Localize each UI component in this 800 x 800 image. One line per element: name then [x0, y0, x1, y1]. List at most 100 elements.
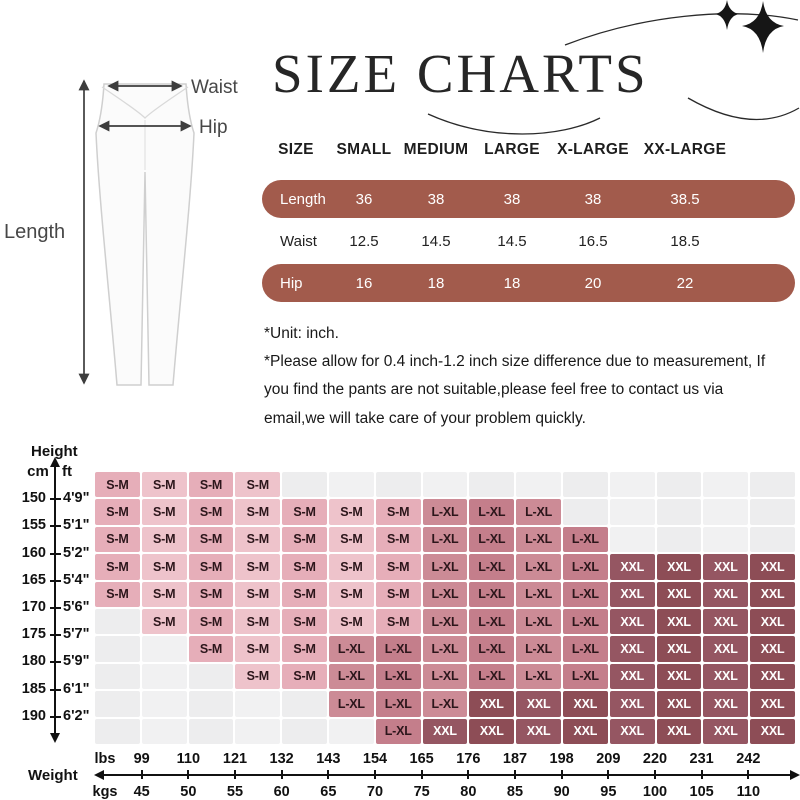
size-cell: XXL	[703, 554, 749, 580]
empty-cell	[375, 472, 421, 498]
weight-axis-arrow-left-icon	[94, 769, 104, 780]
height-cm-tick-label: 185	[21, 680, 46, 697]
weight-kgs-tick-label: 50	[180, 784, 197, 800]
size-cell: S-M	[141, 608, 187, 635]
height-ft-tick-label: 5'6"	[63, 599, 90, 615]
size-cell: XXL	[656, 663, 702, 690]
row-value: 16	[355, 274, 373, 292]
height-weight-chart: Height cm ft S-M S-M S-M S-M S-M S-M S-M S-M S-M…	[0, 430, 800, 800]
weight-axis-tick	[560, 770, 563, 779]
size-cell: S-M	[282, 608, 327, 635]
weight-lbs-tick-label: 99	[133, 751, 150, 767]
size-cell: L-XL	[562, 636, 608, 662]
size-cell: S-M	[188, 636, 234, 662]
height-axis-tick	[50, 525, 61, 528]
size-cell: XXL	[422, 718, 468, 744]
empty-cell	[235, 718, 281, 744]
size-cell: XXL	[656, 691, 702, 717]
size-cell: L-XL	[516, 526, 561, 553]
height-axis-tick	[50, 715, 61, 718]
empty-cell	[141, 636, 187, 662]
weight-kgs-tick-label: 75	[413, 784, 430, 800]
size-cell: XXL	[609, 691, 655, 717]
size-cell: S-M	[141, 581, 187, 607]
row-value: 14.5	[497, 232, 527, 250]
weight-kgs-tick-label: 85	[506, 784, 524, 800]
weight-axis-line	[103, 774, 793, 776]
weight-lbs-tick-label: 176	[456, 751, 481, 767]
height-axis-tick	[50, 634, 61, 637]
empty-cell	[656, 526, 702, 553]
empty-cell	[703, 499, 749, 525]
row-value: 18	[503, 274, 521, 292]
height-ft-tick-label: 5'9"	[63, 653, 90, 670]
height-ft-tick-label: 5'4"	[63, 571, 90, 588]
notes: *Unit: inch. *Please allow for 0.4 inch-…	[264, 320, 782, 433]
size-cell: L-XL	[328, 663, 374, 690]
size-cell: S-M	[235, 472, 281, 498]
height-axis-arrow-down-icon	[50, 733, 60, 743]
height-axis-line	[54, 466, 56, 734]
size-cell: XXL	[750, 608, 795, 635]
weight-lbs-tick-label: 154	[362, 751, 388, 767]
size-cell: XXL	[609, 581, 655, 607]
size-cell: XXL	[703, 691, 749, 717]
weight-kgs-tick-label: 105	[689, 784, 714, 800]
size-cell: S-M	[282, 581, 327, 607]
size-cell: S-M	[235, 581, 281, 607]
empty-cell	[95, 608, 140, 635]
size-cell: S-M	[95, 581, 140, 607]
height-axis-arrow-up-icon	[50, 457, 60, 467]
empty-cell	[422, 472, 468, 498]
table-header-cell: LARGE	[484, 141, 540, 158]
row-value: 18.5	[670, 232, 700, 250]
empty-cell	[656, 499, 702, 525]
size-cell: S-M	[375, 608, 421, 635]
weight-axis-tick	[280, 770, 283, 779]
height-ft-tick-label: 5'2"	[63, 544, 90, 561]
hip-label: Hip	[199, 117, 228, 138]
size-cell: L-XL	[562, 663, 608, 690]
size-cell: L-XL	[562, 554, 608, 580]
weight-axis-arrow-right-icon	[790, 769, 800, 780]
size-cell: S-M	[282, 554, 327, 580]
weight-lbs-tick-label: 209	[596, 751, 621, 767]
size-cell: L-XL	[516, 581, 561, 607]
size-cell: L-XL	[562, 608, 608, 635]
size-cell: S-M	[375, 581, 421, 607]
row-value: 16.5	[578, 232, 608, 250]
size-cell: S-M	[235, 499, 281, 525]
empty-cell	[469, 472, 515, 498]
table-header-cell: SMALL	[336, 141, 392, 158]
row-label: Waist	[280, 232, 317, 250]
size-cell: S-M	[235, 636, 281, 662]
row-value: 38	[427, 190, 445, 208]
height-axis-tick	[50, 607, 61, 609]
size-cell: L-XL	[328, 636, 374, 662]
empty-cell	[95, 663, 140, 690]
table-row: Length 36 38 38 38 38.5	[262, 180, 795, 218]
weight-kgs-tick-label: 90	[553, 784, 570, 800]
leggings-diagram: Waist Hip Length	[4, 77, 239, 386]
height-axis-tick	[50, 552, 61, 555]
size-cell: L-XL	[562, 581, 608, 607]
size-cell: S-M	[95, 526, 140, 553]
weight-axis-tick	[467, 770, 470, 779]
empty-cell	[609, 499, 655, 525]
size-cell: S-M	[328, 581, 374, 607]
size-cell: XXL	[656, 608, 702, 635]
ft-unit-label: ft	[62, 463, 72, 480]
size-cell: XXL	[656, 718, 702, 744]
empty-cell	[188, 691, 234, 717]
empty-cell	[562, 472, 608, 498]
leggings-outline-shape	[95, 83, 195, 386]
empty-cell	[95, 691, 140, 717]
size-matrix-grid: S-M S-M S-M S-M S-M S-M S-M S-M S-M S-M S-M L-XL L-X…	[95, 472, 795, 744]
size-cell: S-M	[141, 499, 187, 525]
weight-kgs-tick-label: 100	[642, 784, 668, 800]
size-cell: S-M	[188, 608, 234, 635]
size-table-body: Length 36 38 38 38 38.5 Waist 12.5 14.5 14.5 16.5 1…	[262, 180, 795, 302]
size-cell: XXL	[516, 691, 561, 717]
size-table-header: SIZE SMALL MEDIUM LARGE X-LARGE XX-LARGE	[262, 135, 795, 165]
row-label: Length	[280, 190, 326, 208]
